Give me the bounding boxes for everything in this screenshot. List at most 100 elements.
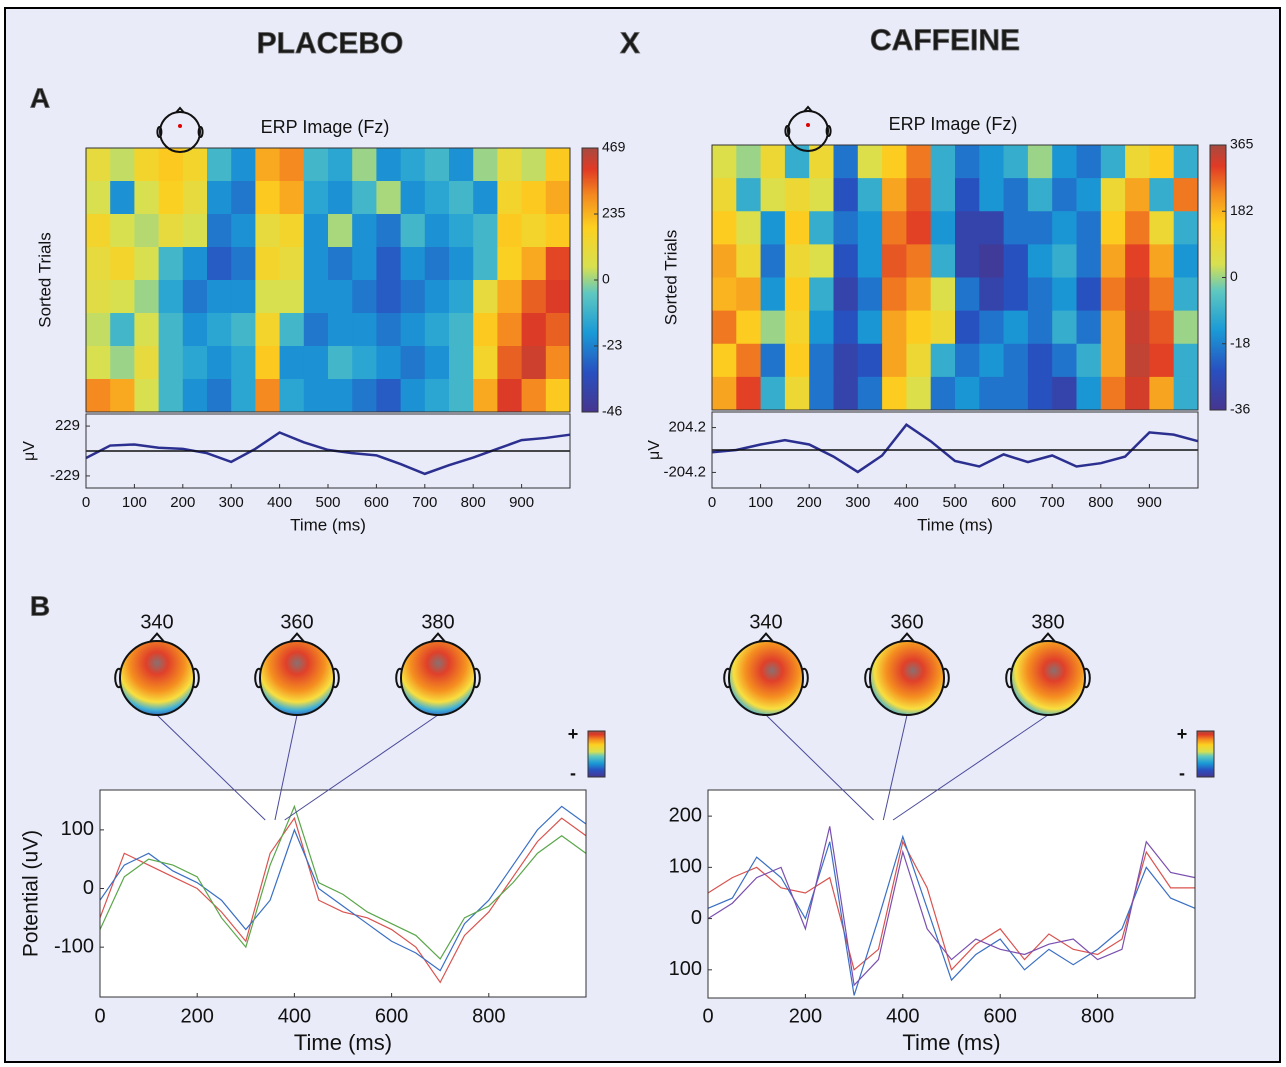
trace [707, 834, 1196, 996]
heat-cell [231, 313, 256, 347]
heat-cell [424, 313, 450, 347]
heat-cell [86, 346, 111, 380]
heat-cell [955, 310, 980, 345]
x-tick-label: 300 [219, 494, 244, 511]
heat-cell [760, 343, 786, 378]
topomap-colorbar [1196, 730, 1215, 778]
heat-cell [979, 343, 1005, 378]
colorbar-tick-label: -18 [1230, 334, 1250, 350]
heat-cell [424, 346, 450, 380]
heat-cell [110, 247, 135, 281]
heat-cell [303, 148, 329, 182]
colorbar-tick-label: 235 [602, 205, 626, 221]
heat-cell [207, 313, 232, 347]
heat-cell [882, 145, 907, 179]
heat-cell [1027, 343, 1053, 378]
x-axis-label: Time (ms) [294, 1030, 392, 1055]
x-tick-label: 100 [748, 494, 773, 511]
heat-cell [1052, 376, 1077, 411]
heat-cell [521, 346, 547, 380]
heat-cell [473, 181, 498, 215]
heat-cell [1052, 178, 1077, 212]
heat-cell [328, 280, 353, 314]
heat-cell [134, 148, 160, 182]
heat-cell [352, 346, 377, 380]
x-tick-label: 300 [845, 494, 870, 511]
heat-cell [1003, 244, 1029, 278]
heat-cell [930, 211, 956, 245]
heat-cell [1076, 244, 1102, 278]
topomap-link [156, 714, 266, 821]
heat-cell [1149, 310, 1175, 345]
heat-cell [207, 280, 232, 314]
heat-cell [882, 310, 907, 345]
x-tick-label: 500 [942, 494, 967, 511]
x-tick-label: 600 [991, 494, 1016, 511]
head-nose [429, 632, 447, 643]
head-ear [156, 126, 163, 138]
trace [99, 805, 587, 972]
heat-cell [521, 214, 547, 248]
heat-cell [182, 346, 208, 380]
heat-cell [1027, 244, 1053, 278]
x-tick-label: 600 [375, 1005, 408, 1027]
topomap-link [765, 714, 874, 821]
heat-cell [906, 376, 932, 411]
head [159, 111, 201, 153]
heat-cell [712, 376, 737, 411]
heat-cell [833, 145, 859, 179]
heat-cell [376, 280, 402, 314]
heat-cell [255, 148, 281, 182]
heat-cell [473, 247, 498, 281]
colorbar-max: + [1177, 724, 1188, 744]
heat-cell [449, 379, 474, 413]
x-axis-label: Time (ms) [290, 515, 366, 534]
heat-cell [158, 214, 184, 248]
heat-cell [809, 277, 834, 312]
colorbar-tick-label: 182 [1230, 202, 1254, 218]
heat-cell [255, 346, 281, 380]
heat-cell [86, 379, 111, 413]
trace [99, 804, 587, 960]
heat-cell [760, 211, 786, 245]
heat-cell [328, 346, 353, 380]
heat-cell [930, 343, 956, 378]
heat-cell [1003, 178, 1029, 212]
heat-cell [86, 148, 111, 182]
heat-cell [736, 277, 762, 312]
x-axis-label: Time (ms) [917, 515, 993, 534]
heat-cell [857, 277, 883, 312]
heat-cell [1100, 178, 1126, 212]
heat-cell [182, 214, 208, 248]
y-axis-label: Sorted Trials [35, 232, 54, 327]
heat-cell [158, 346, 184, 380]
heat-cell [545, 181, 571, 215]
heat-cell [158, 181, 184, 215]
head-ear [197, 126, 204, 138]
x-tick-label: 900 [509, 494, 534, 511]
heat-cell [930, 178, 956, 212]
heat-cell [231, 247, 256, 281]
x-tick-label: 200 [797, 494, 822, 511]
heat-cell [760, 178, 786, 212]
heat-cell [784, 376, 810, 411]
heat-cell [833, 211, 859, 245]
x-tick-label: 200 [170, 494, 195, 511]
heat-cell [207, 247, 232, 281]
heat-cell [473, 313, 498, 347]
y-tick-label: 100 [669, 856, 702, 878]
heat-cell [400, 280, 426, 314]
heat-cell [376, 247, 402, 281]
heat-cell [760, 277, 786, 312]
heat-cell [1100, 211, 1126, 245]
heat-cell [231, 214, 256, 248]
x-tick-label: 800 [1088, 494, 1113, 511]
heat-cell [497, 214, 523, 248]
heat-cell [328, 313, 353, 347]
heat-cell [809, 376, 834, 411]
heat-cell [1125, 244, 1150, 278]
heat-cell [182, 379, 208, 413]
heat-cell [833, 244, 859, 278]
heat-cell [376, 148, 402, 182]
heat-cell [1149, 178, 1175, 212]
